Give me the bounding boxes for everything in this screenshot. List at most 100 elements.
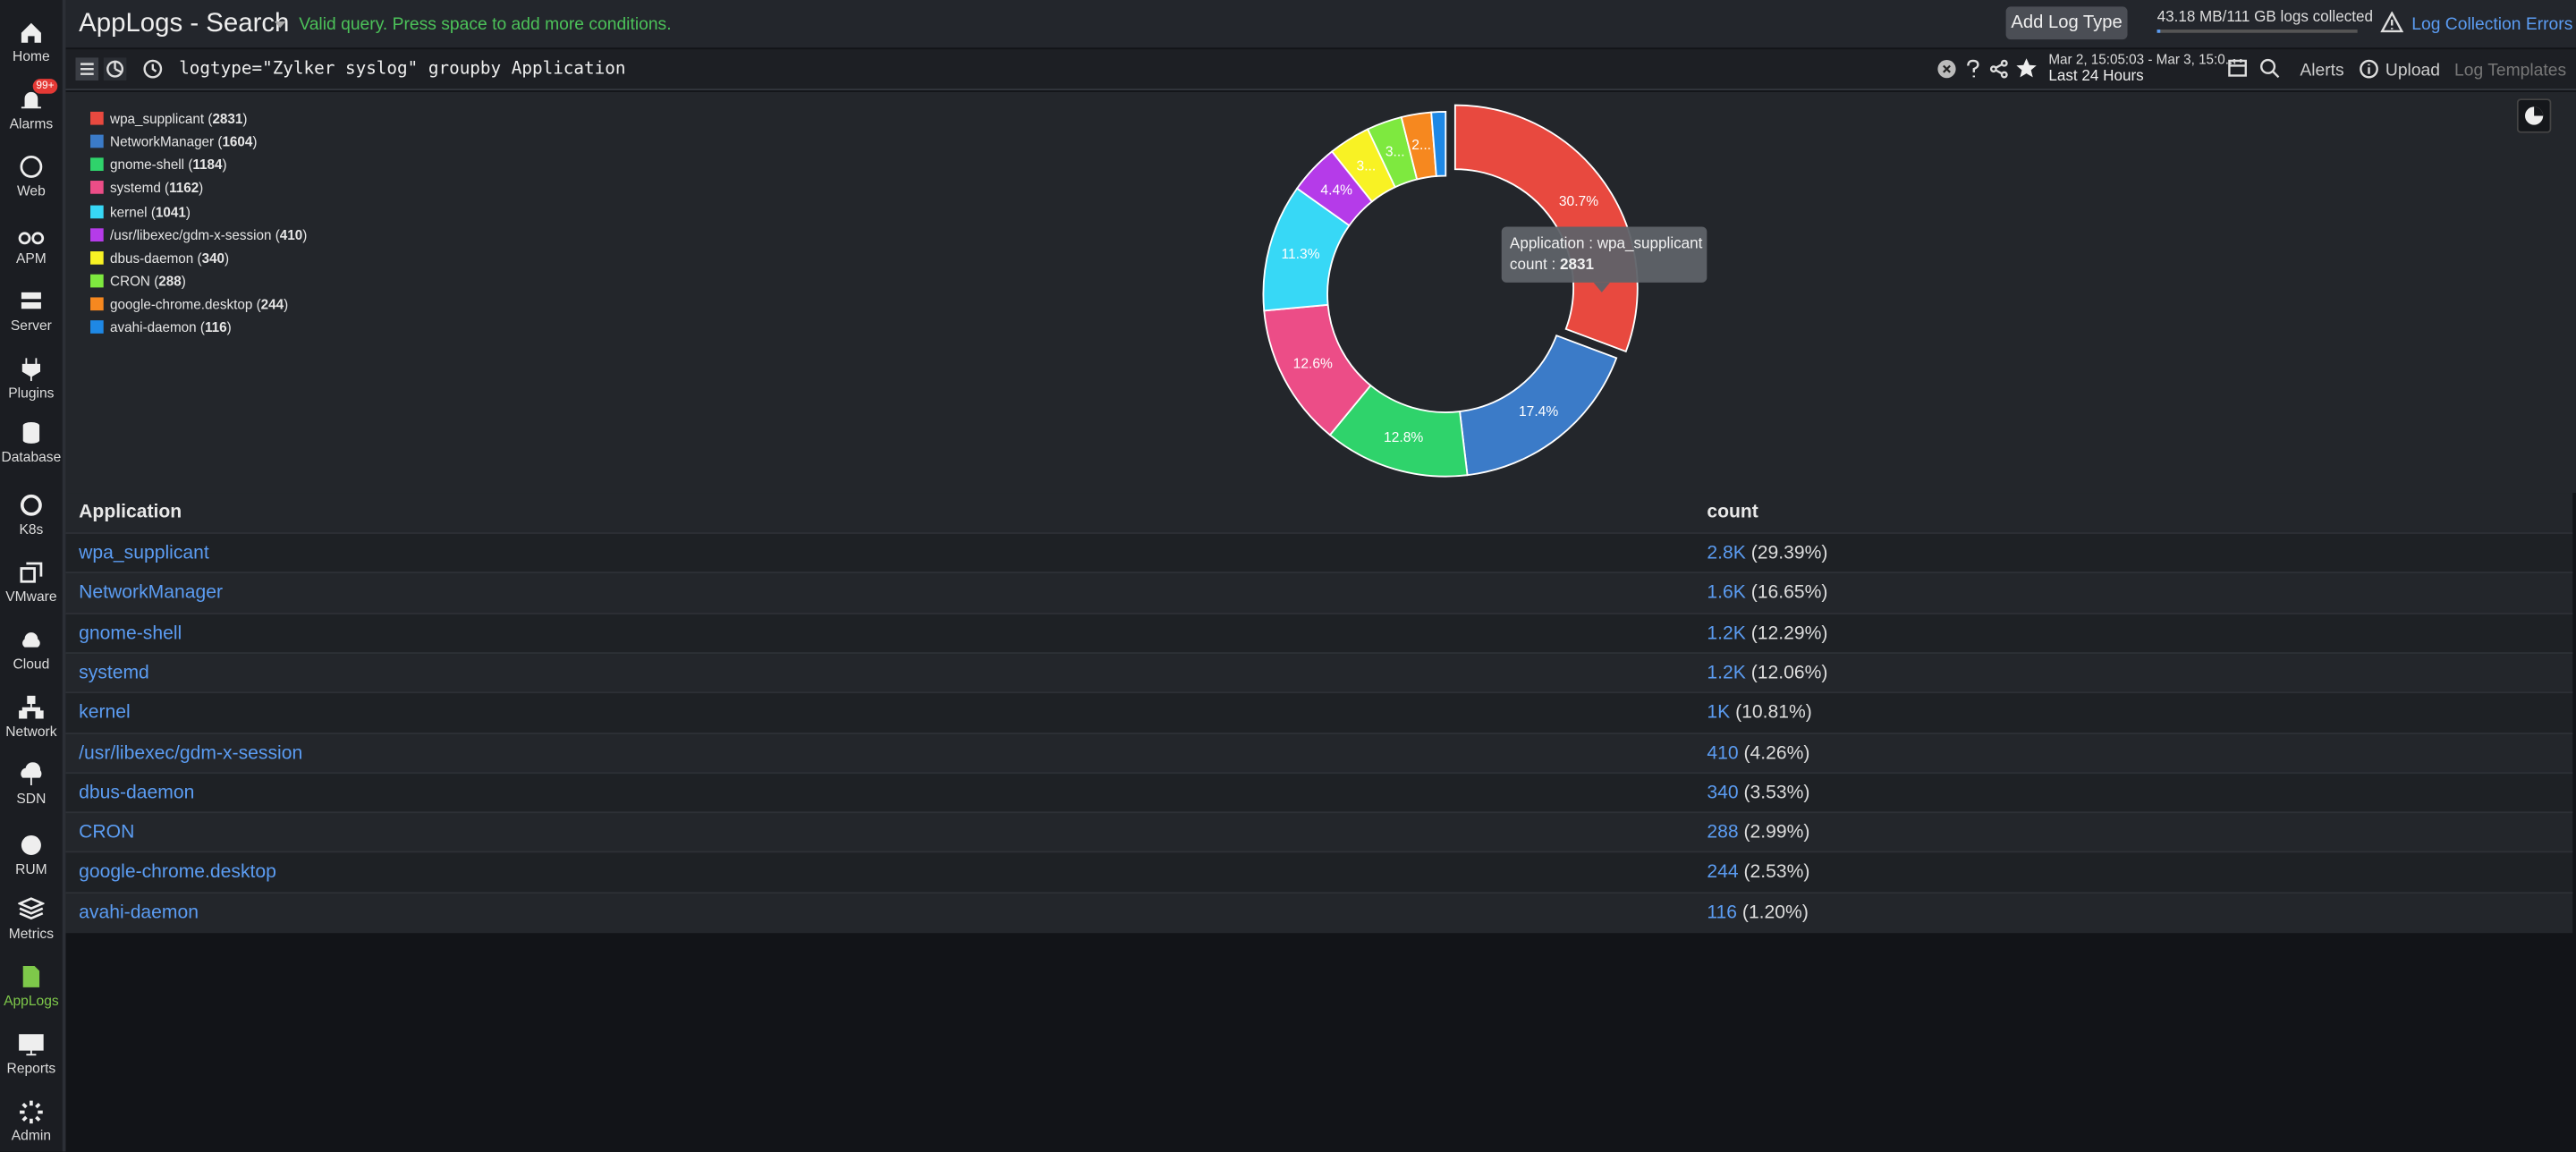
nav-glyph xyxy=(19,1034,44,1056)
count-cell: 1.6K (16.65%) xyxy=(1707,574,1827,614)
nav-item[interactable]: RUM xyxy=(0,833,63,895)
nav-item[interactable]: Database xyxy=(0,420,63,483)
log-templates-button[interactable]: Log Templates xyxy=(2454,60,2567,80)
nav-item[interactable]: VMware xyxy=(0,560,63,623)
nav-glyph xyxy=(22,422,40,444)
application-link[interactable]: /usr/libexec/gdm-x-session xyxy=(79,743,303,764)
history-button[interactable] xyxy=(141,57,165,80)
nav-item[interactable]: Cloud xyxy=(0,628,63,690)
legend-item[interactable]: systemd 1162 xyxy=(90,178,203,198)
slice-label: 3... xyxy=(1385,145,1405,160)
legend-item[interactable]: CRON 288 xyxy=(90,271,186,291)
list-view-button[interactable] xyxy=(75,57,99,80)
table-row: wpa_supplicant 2.8K (29.39%) xyxy=(65,532,2573,574)
help-button[interactable] xyxy=(1965,59,1981,79)
log-collection-errors-link[interactable]: Log Collection Errors xyxy=(2411,14,2573,35)
nav-item[interactable]: Admin xyxy=(0,1099,63,1152)
legend-swatch xyxy=(90,111,104,125)
count-cell: 410 (4.26%) xyxy=(1707,733,1809,774)
count-link[interactable]: 244 xyxy=(1707,862,1739,884)
nav-label: Alarms xyxy=(9,114,54,131)
slice-label: 4.4% xyxy=(1320,182,1352,198)
application-link[interactable]: systemd xyxy=(79,663,149,683)
application-link[interactable]: NetworkManager xyxy=(79,583,224,604)
application-link[interactable]: wpa_supplicant xyxy=(79,543,209,563)
add-log-type-button[interactable]: Add Log Type xyxy=(2005,6,2128,40)
pie-slice[interactable] xyxy=(1430,110,1447,177)
count-cell: 1.2K (12.29%) xyxy=(1707,614,1827,654)
application-link[interactable]: avahi-daemon xyxy=(79,902,199,923)
legend-item[interactable]: NetworkManager 1604 xyxy=(90,131,257,151)
legend-item[interactable]: kernel 1041 xyxy=(90,201,191,221)
title-caret[interactable] xyxy=(274,21,286,30)
nav-icon xyxy=(22,632,40,648)
page-title[interactable]: AppLogs - Search xyxy=(79,10,290,38)
application-link[interactable]: dbus-daemon xyxy=(79,783,195,803)
legend-item[interactable]: /usr/libexec/gdm-x-session 410 xyxy=(90,224,307,244)
table-row: NetworkManager 1.6K (16.65%) xyxy=(65,572,2573,614)
legend-count: 1184 xyxy=(188,157,226,173)
count-link[interactable]: 1.2K xyxy=(1707,663,1746,683)
nav-item[interactable]: SDN xyxy=(0,762,63,825)
nav-glyph xyxy=(20,562,43,583)
count-link[interactable]: 116 xyxy=(1707,902,1738,923)
nav-item[interactable]: APM xyxy=(0,222,63,284)
application-link[interactable]: gnome-shell xyxy=(79,623,182,644)
query-input[interactable]: logtype="Zylker syslog" groupby Applicat… xyxy=(179,59,626,80)
alerts-button[interactable]: Alerts xyxy=(2300,60,2344,80)
legend-swatch xyxy=(90,274,104,288)
count-link[interactable]: 2.8K xyxy=(1707,543,1746,563)
slice-label: 3... xyxy=(1357,158,1377,174)
legend-name: systemd xyxy=(110,180,161,197)
calendar-button[interactable] xyxy=(2228,57,2248,77)
nav-item[interactable]: Web xyxy=(0,155,63,217)
count-link[interactable]: 410 xyxy=(1707,743,1739,764)
nav-item[interactable]: Network xyxy=(0,695,63,758)
nav-icon xyxy=(21,91,41,109)
legend-item[interactable]: wpa_supplicant 2831 xyxy=(90,108,247,128)
nav-item[interactable]: Reports xyxy=(0,1031,63,1094)
legend-swatch xyxy=(90,204,104,218)
pie-slice[interactable] xyxy=(1453,104,1639,353)
nav-glyph xyxy=(21,762,42,785)
nav-item[interactable]: Metrics xyxy=(0,897,63,960)
legend-swatch xyxy=(90,227,104,241)
query-status: Valid query. Press space to add more con… xyxy=(299,14,672,35)
application-link[interactable]: kernel xyxy=(79,703,131,724)
nav-label: APM xyxy=(15,250,47,267)
nav-item[interactable]: Plugins xyxy=(0,357,63,419)
legend-name: wpa_supplicant xyxy=(110,110,205,127)
nav-item[interactable]: AppLogs xyxy=(0,964,63,1027)
count-link[interactable]: 340 xyxy=(1707,783,1739,803)
legend-item[interactable]: avahi-daemon 116 xyxy=(90,318,232,337)
nav-label: Metrics xyxy=(8,925,55,942)
date-range[interactable]: Mar 2, 15:05:03 - Mar 3, 15:0... xyxy=(2048,50,2237,68)
upload-button[interactable]: Upload xyxy=(2385,60,2441,80)
favorite-button[interactable] xyxy=(2016,57,2038,79)
slice-label: 12.8% xyxy=(1384,430,1423,445)
legend-item[interactable]: gnome-shell 1184 xyxy=(90,155,227,174)
application-link[interactable]: CRON xyxy=(79,823,135,843)
search-button[interactable] xyxy=(2258,57,2280,79)
legend-count: 244 xyxy=(257,296,289,312)
legend-item[interactable]: google-chrome.desktop 244 xyxy=(90,294,288,314)
nav-glyph xyxy=(21,22,41,43)
count-link[interactable]: 288 xyxy=(1707,823,1739,843)
count-link[interactable]: 1K xyxy=(1707,703,1731,724)
clear-button[interactable] xyxy=(1936,59,1956,79)
table-row: /usr/libexec/gdm-x-session 410 (4.26%) xyxy=(65,732,2573,774)
nav-item[interactable]: K8s xyxy=(0,493,63,555)
nav-item[interactable]: Alarms 99+ xyxy=(0,79,63,149)
nav-item[interactable]: Server xyxy=(0,289,63,352)
share-button[interactable] xyxy=(1989,59,2009,79)
chart-view-button[interactable] xyxy=(103,57,127,80)
count-link[interactable]: 1.2K xyxy=(1707,623,1746,644)
chart-type-button[interactable] xyxy=(2516,98,2552,133)
legend-item[interactable]: dbus-daemon 340 xyxy=(90,248,229,267)
legend-swatch xyxy=(90,297,104,311)
table-header: Application count xyxy=(65,493,2573,533)
nav-item[interactable]: Home xyxy=(0,20,63,82)
application-link[interactable]: google-chrome.desktop xyxy=(79,862,276,884)
count-link[interactable]: 1.6K xyxy=(1707,583,1746,604)
period[interactable]: Last 24 Hours xyxy=(2048,67,2144,84)
